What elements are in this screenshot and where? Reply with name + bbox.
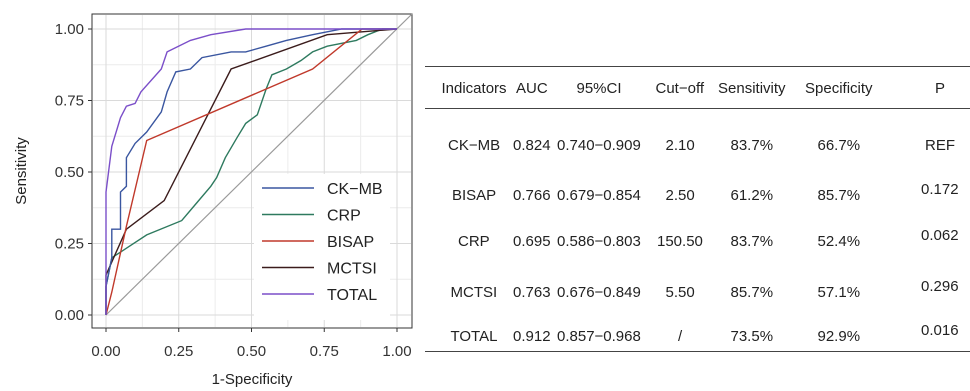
reference-diagonal-layer bbox=[105, 13, 413, 316]
y-axis-title: Sensitivity bbox=[13, 137, 30, 205]
table-header-cell: Sensitivity bbox=[718, 79, 786, 97]
legend-label-crp: CRP bbox=[327, 208, 361, 225]
table-cell: 83.7% bbox=[730, 232, 774, 250]
table-cell: 150.50 bbox=[657, 232, 703, 250]
table-cell: 0.912 bbox=[513, 327, 551, 345]
table-cell: CK−MB bbox=[448, 136, 501, 154]
y-tick-label: 0.25 bbox=[55, 236, 84, 253]
table-header-cell: P bbox=[935, 79, 946, 97]
table-cell: CRP bbox=[458, 232, 490, 250]
table-cell: 52.4% bbox=[817, 232, 861, 250]
legend-box bbox=[254, 174, 390, 320]
table-cell: 0.763 bbox=[513, 283, 551, 301]
table-cell: 66.7% bbox=[817, 136, 861, 154]
reference-diagonal bbox=[105, 13, 413, 316]
x-tick-label: 1.00 bbox=[382, 343, 411, 360]
table-cell: 0.695 bbox=[513, 232, 551, 250]
x-axis-ticks: 0.00 0.25 0.50 0.75 1.00 bbox=[91, 328, 412, 360]
table-cell: 2.10 bbox=[665, 136, 695, 154]
y-axis-ticks: 0.00 0.25 0.50 0.75 1.00 bbox=[55, 21, 92, 324]
table-cell: 73.5% bbox=[730, 327, 774, 345]
series-line-ck-mb bbox=[105, 28, 397, 315]
x-tick-label: 0.75 bbox=[310, 343, 339, 360]
table-cell: REF bbox=[925, 136, 955, 154]
table-cell: 0.679−0.854 bbox=[557, 186, 641, 204]
table-cell: 0.857−0.968 bbox=[557, 327, 641, 345]
table-cell: 85.7% bbox=[730, 283, 774, 301]
legend-label-total: TOTAL bbox=[327, 287, 377, 304]
table-cell: 83.7% bbox=[730, 136, 774, 154]
table-cell: 0.676−0.849 bbox=[557, 283, 641, 301]
series-line-crp bbox=[105, 28, 397, 315]
y-tick-label: 0.75 bbox=[55, 93, 84, 110]
table-header-cell: Cut−off bbox=[655, 79, 705, 97]
stats-table: Indicators AUC 95%CI Cut−off Sensitivity Spec… bbox=[425, 66, 970, 352]
legend-label-mctsi: MCTSI bbox=[327, 261, 377, 278]
table-cell: 0.824 bbox=[513, 136, 551, 154]
legend-label-ck-mb: CK−MB bbox=[327, 181, 383, 198]
table-cell: 0.296 bbox=[921, 277, 959, 295]
table-cell: 2.50 bbox=[665, 186, 695, 204]
table-bottom-rule bbox=[425, 351, 970, 352]
x-tick-label: 0.00 bbox=[91, 343, 120, 360]
table-cell: 5.50 bbox=[665, 283, 695, 301]
x-tick-label: 0.50 bbox=[237, 343, 266, 360]
table-cell: 0.740−0.909 bbox=[557, 136, 641, 154]
table-cell: 57.1% bbox=[817, 283, 861, 301]
legend: CK−MB CRP BISAP MCTSI TOTAL bbox=[254, 174, 390, 320]
series-layer bbox=[105, 28, 398, 316]
table-header-cell: Indicators bbox=[441, 79, 507, 97]
table-top-rule bbox=[425, 66, 970, 67]
table-cell: 92.9% bbox=[817, 327, 861, 345]
table-cell: 61.2% bbox=[730, 186, 774, 204]
table-cell: TOTAL bbox=[450, 327, 498, 345]
table-cell: 0.172 bbox=[921, 180, 959, 198]
legend-label-bisap: BISAP bbox=[327, 234, 374, 251]
table-cell: 0.766 bbox=[513, 186, 551, 204]
table-header-cell: 95%CI bbox=[576, 79, 622, 97]
x-axis-title: 1-Specificity bbox=[212, 371, 293, 388]
table-cell: 85.7% bbox=[817, 186, 861, 204]
table-cell: 0.016 bbox=[921, 321, 959, 339]
x-tick-label: 0.25 bbox=[164, 343, 193, 360]
series-line-total bbox=[105, 28, 397, 315]
table-header-cell: AUC bbox=[516, 79, 548, 97]
table-cell: 0.586−0.803 bbox=[557, 232, 641, 250]
y-tick-label: 0.50 bbox=[55, 164, 84, 181]
table-cell: / bbox=[678, 327, 683, 345]
table-cell: 0.062 bbox=[921, 226, 959, 244]
y-tick-label: 0.00 bbox=[55, 307, 84, 324]
table-header-cell: Specificity bbox=[805, 79, 873, 97]
roc-chart: 0.00 0.25 0.50 0.75 1.00 0.00 0.25 0.50 0.75 1.0… bbox=[13, 13, 413, 388]
table-cell: MCTSI bbox=[450, 283, 498, 301]
table-header-rule bbox=[425, 108, 970, 109]
y-tick-label: 1.00 bbox=[55, 21, 84, 38]
table-cell: BISAP bbox=[452, 186, 497, 204]
